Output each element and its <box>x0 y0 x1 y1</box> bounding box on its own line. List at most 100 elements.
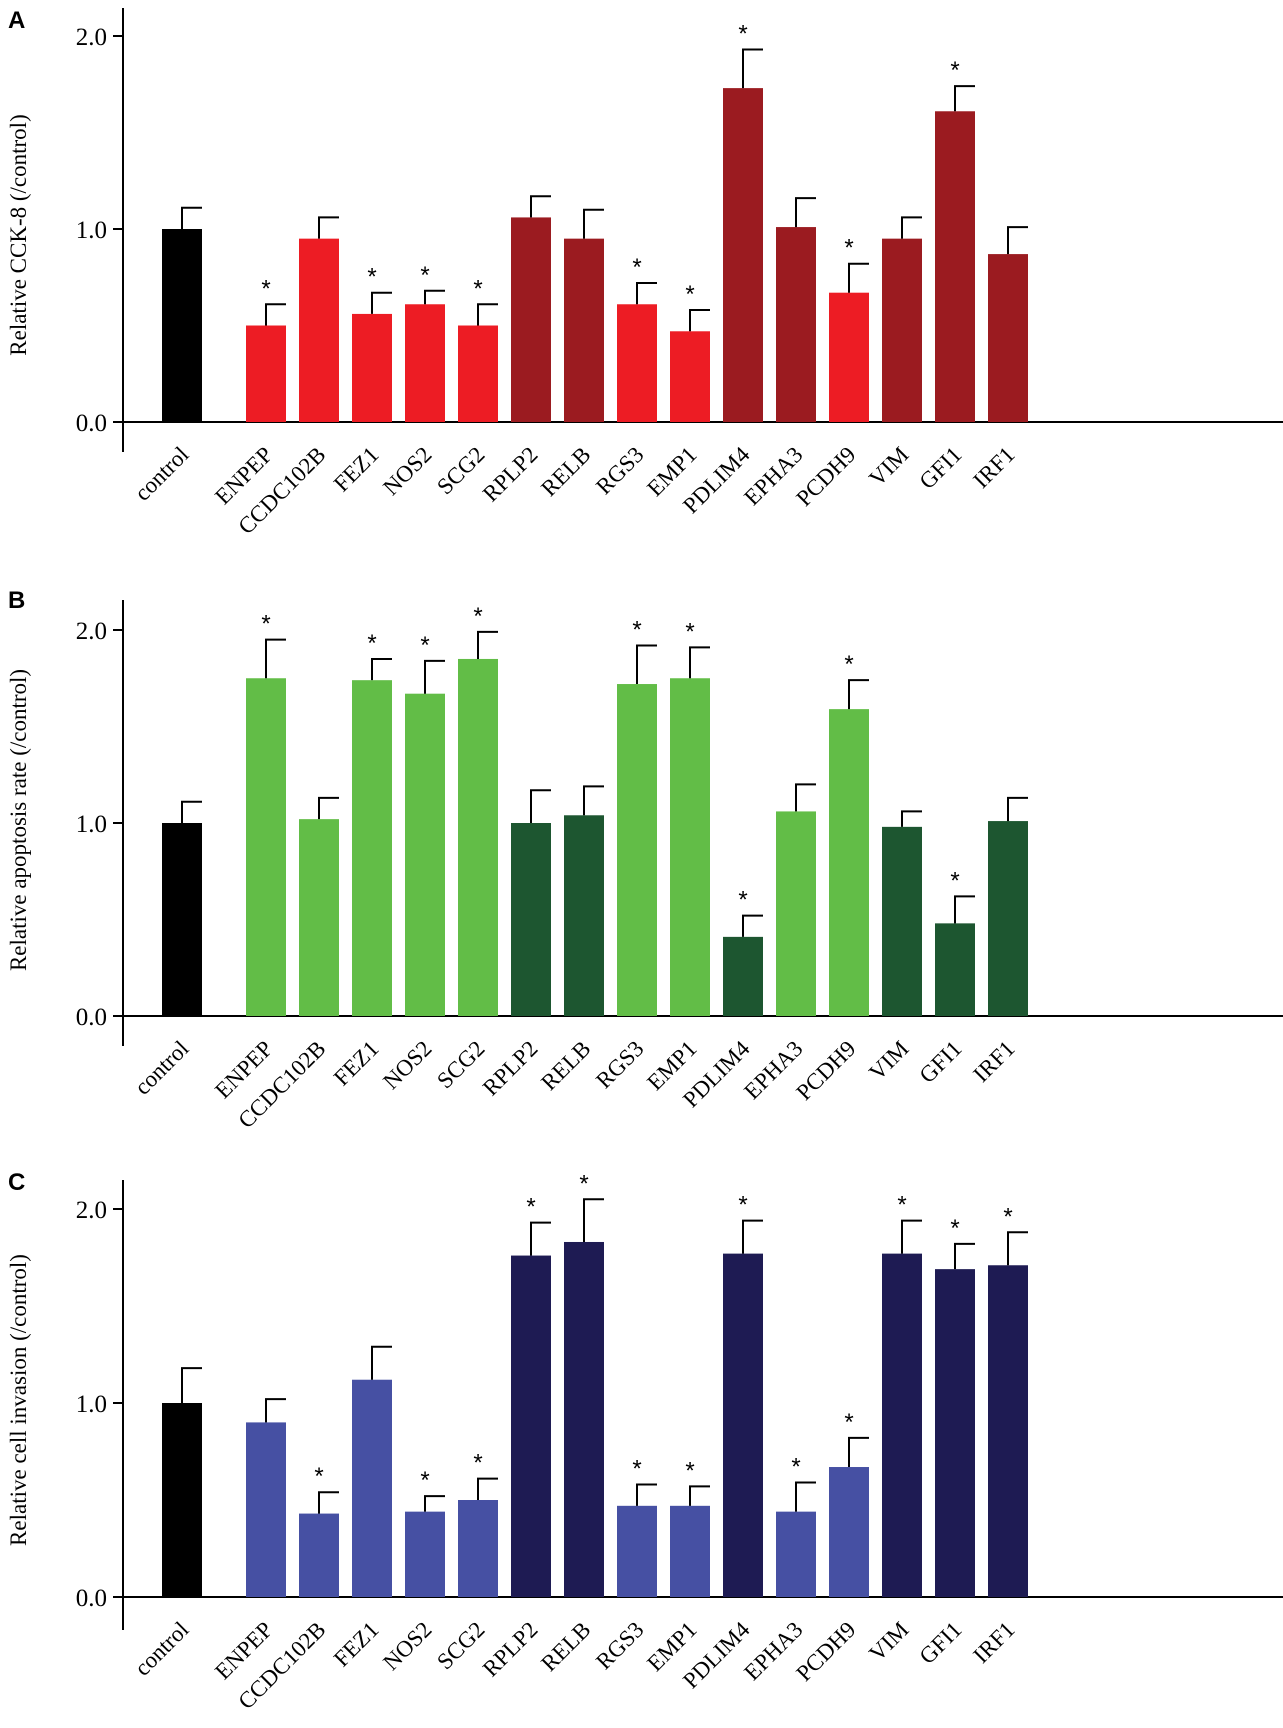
bar-control <box>162 823 202 1016</box>
bar-nos2 <box>405 1511 445 1597</box>
bar-enpep <box>246 678 286 1016</box>
category-label-fez1: FEZ1 <box>329 1036 384 1091</box>
error-bar <box>742 914 763 937</box>
y-axis-title: Relative apoptosis rate (/control) <box>6 669 31 971</box>
bar-control <box>162 1403 202 1597</box>
error-bar <box>636 644 657 685</box>
category-label-gfi1: GFI1 <box>915 1036 967 1088</box>
category-label-fez1: FEZ1 <box>329 442 384 497</box>
error-bar <box>901 216 922 239</box>
y-tick-label: 2.0 <box>76 1197 107 1224</box>
bar-vim <box>882 238 922 422</box>
category-label-control: control <box>130 1617 194 1681</box>
bar-irf1 <box>988 254 1028 422</box>
bar-nos2 <box>405 304 445 422</box>
bar-scg2 <box>458 1500 498 1597</box>
error-bar <box>530 1221 551 1256</box>
error-bar <box>424 1495 445 1512</box>
bar-fez1 <box>352 1379 392 1597</box>
error-bar <box>689 646 710 679</box>
error-bar <box>265 303 286 326</box>
bar-epha3 <box>776 811 816 1016</box>
error-bar <box>689 309 710 332</box>
category-label-rgs3: RGS3 <box>591 1036 648 1093</box>
panel-letter: C <box>8 1169 25 1196</box>
error-bar <box>371 657 392 681</box>
category-label-pcdh9: PCDH9 <box>791 1036 860 1105</box>
significance-star: * <box>844 235 853 262</box>
category-label-irf1: IRF1 <box>968 1617 1019 1668</box>
error-bar <box>901 1219 922 1254</box>
error-bar <box>371 1345 392 1380</box>
category-label-relb: RELB <box>536 1036 595 1095</box>
significance-star: * <box>791 1454 800 1481</box>
bar-scg2 <box>458 325 498 422</box>
category-label-rgs3: RGS3 <box>591 1617 648 1674</box>
bar-rgs3 <box>617 684 657 1016</box>
error-bar <box>795 1481 816 1512</box>
error-bar <box>583 1198 604 1242</box>
bar-emp1 <box>670 678 710 1016</box>
panel-b: B 0.0 1.0 2.0 Relative apoptosis rate (/cont… <box>6 587 1283 1133</box>
bar-pcdh9 <box>829 709 869 1016</box>
bar-nos2 <box>405 693 445 1016</box>
error-bar <box>318 216 339 239</box>
error-bar <box>954 85 975 112</box>
error-bar <box>954 1242 975 1270</box>
bar-fez1 <box>352 680 392 1016</box>
error-bar <box>530 789 551 823</box>
bar-rplp2 <box>511 217 551 422</box>
error-bar <box>371 291 392 314</box>
significance-star: * <box>261 611 270 638</box>
error-bar <box>901 810 922 827</box>
panel-letter: A <box>8 7 25 34</box>
category-label-vim: VIM <box>864 1036 913 1085</box>
y-axis-title: Relative cell invasion (/control) <box>6 1254 31 1546</box>
category-label-vim: VIM <box>864 442 913 491</box>
bar-irf1 <box>988 1265 1028 1597</box>
y-tick-label: 1.0 <box>76 217 107 244</box>
error-bar <box>424 289 445 305</box>
error-bar <box>318 796 339 820</box>
error-bar <box>848 679 869 710</box>
y-tick-label: 0.0 <box>76 1585 107 1612</box>
bar-emp1 <box>670 1505 710 1597</box>
significance-star: * <box>632 1455 641 1482</box>
bar-ccdc102b <box>299 1513 339 1597</box>
bar-rgs3 <box>617 304 657 422</box>
panel-letter: B <box>8 587 25 614</box>
error-bar <box>636 282 657 305</box>
significance-star: * <box>844 1409 853 1436</box>
error-bar <box>477 303 498 326</box>
significance-star: * <box>950 867 959 894</box>
bar-rplp2 <box>511 823 551 1016</box>
y-tick-label: 2.0 <box>76 24 107 51</box>
category-label-relb: RELB <box>536 442 595 501</box>
significance-star: * <box>579 1170 588 1197</box>
category-label-nos2: NOS2 <box>378 442 436 500</box>
bar-relb <box>564 1241 604 1597</box>
category-label-pcdh9: PCDH9 <box>791 442 860 511</box>
bar-pdlim4 <box>723 1253 763 1597</box>
bar-gfi1 <box>935 1269 975 1597</box>
bar-rplp2 <box>511 1255 551 1597</box>
significance-star: * <box>314 1463 323 1490</box>
bar-epha3 <box>776 227 816 422</box>
error-bar <box>477 1477 498 1500</box>
y-tick-label: 1.0 <box>76 1391 107 1418</box>
bar-vim <box>882 826 922 1016</box>
bar-irf1 <box>988 821 1028 1016</box>
category-label-irf1: IRF1 <box>968 1036 1019 1087</box>
category-label-gfi1: GFI1 <box>915 1617 967 1669</box>
significance-star: * <box>473 275 482 302</box>
error-bar <box>265 638 286 679</box>
significance-star: * <box>420 262 429 289</box>
error-bar <box>181 206 202 229</box>
error-bar <box>530 195 551 218</box>
category-label-relb: RELB <box>536 1617 595 1676</box>
bar-scg2 <box>458 658 498 1016</box>
error-bar <box>318 1491 339 1514</box>
error-bar <box>848 1436 869 1468</box>
significance-star: * <box>685 1457 694 1484</box>
